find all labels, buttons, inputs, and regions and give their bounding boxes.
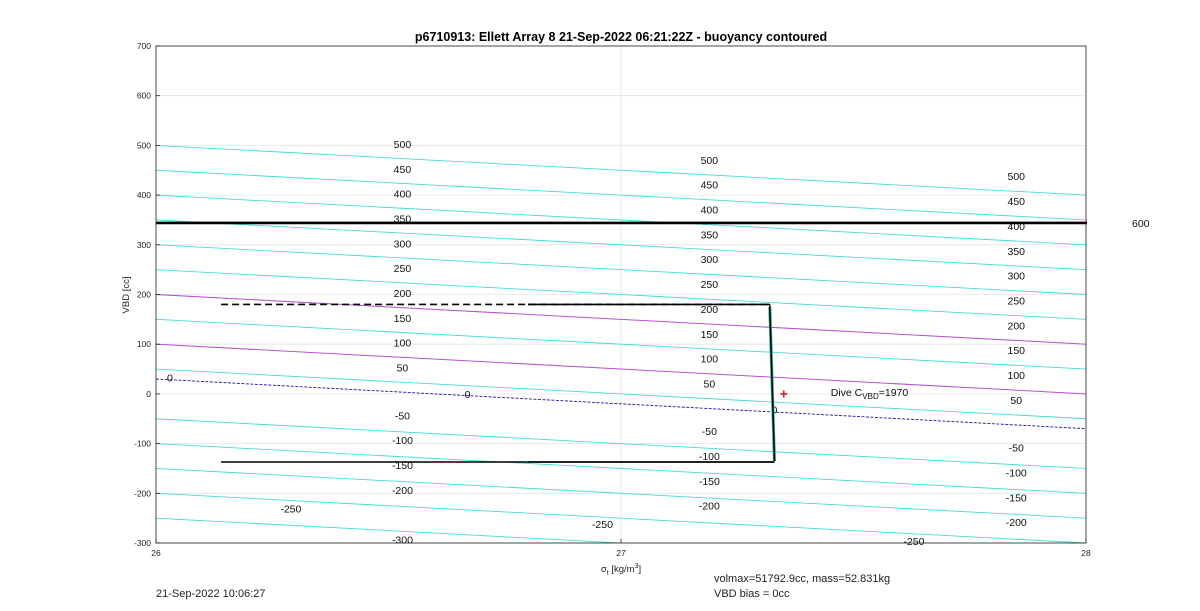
y-tick-label: 400 (137, 190, 151, 200)
contour-label: 300 (1007, 271, 1025, 283)
contour-label: 450 (1007, 196, 1025, 208)
contour-label: -200 (392, 485, 413, 497)
contour-line-cyan (156, 468, 1086, 519)
contour-label: 350 (701, 229, 719, 241)
contour-line-cyan (156, 219, 1086, 271)
x-axis-label-unit: [kg/m (609, 564, 635, 575)
contour-label: 150 (701, 329, 719, 341)
contour-line-cyan (156, 492, 1086, 543)
x-axis-label: σt [kg/m3] (601, 563, 641, 577)
contour-label: -100 (392, 435, 413, 447)
contour-label: 250 (1007, 295, 1025, 307)
contour-label: -50 (1009, 443, 1024, 455)
contour-label: 50 (1010, 395, 1022, 407)
contour-label: -150 (1006, 492, 1027, 504)
x-axis-label-unit-end: ] (638, 564, 641, 575)
x-axis-label-sigma: σ (601, 564, 607, 575)
x-tick-label: 28 (1081, 548, 1091, 558)
contour-label: -150 (699, 476, 720, 488)
contour-label: 200 (701, 304, 719, 316)
x-axis-label-sub: t (607, 570, 609, 577)
contour-label: 100 (1007, 370, 1025, 382)
contour-label: 100 (394, 338, 412, 350)
dive-marker-label: Dive CVBD=1970 (831, 387, 909, 401)
x-axis-label-unit-sup: 3 (635, 563, 639, 570)
x-tick-label: 27 (616, 548, 626, 558)
contour-labels: 5004504003503002502001501005000-50-100-1… (156, 139, 1087, 548)
contour-line-magenta (156, 343, 1086, 395)
contour-label: -250 (280, 504, 301, 516)
contour-label: 150 (1007, 345, 1025, 357)
y-tick-label: 300 (137, 240, 151, 250)
contour-label: 0 (465, 389, 471, 401)
y-tick-label: 700 (137, 41, 151, 51)
y-tick-label: 200 (137, 290, 151, 300)
dive-marker-label-sub: VBD (862, 392, 879, 401)
contour-label: 150 (394, 313, 412, 325)
contour-line-cyan (156, 368, 1086, 420)
contour-label: 200 (394, 288, 412, 300)
contour-label: 450 (394, 164, 412, 176)
contour-label: 300 (394, 238, 412, 250)
contour-line-cyan (156, 443, 1086, 494)
contour-label: 350 (1007, 246, 1025, 258)
volmax-label: 600 (1132, 218, 1150, 230)
contour-line-zero (156, 378, 1086, 430)
x-tick-label: 26 (151, 548, 161, 558)
contour-line-cyan (156, 269, 1086, 320)
contour-label: 50 (397, 363, 409, 375)
y-tick-label: 600 (137, 91, 151, 101)
contour-line-cyan (156, 194, 1086, 246)
contour-line-cyan (156, 244, 1086, 295)
contour-line-cyan (156, 517, 630, 543)
y-tick-label: -300 (134, 538, 151, 548)
contour-label: 400 (394, 189, 412, 201)
contour-label: 450 (701, 180, 719, 192)
footer-vbd-bias: VBD bias = 0cc (714, 588, 790, 600)
contour-line-cyan (156, 318, 1086, 370)
contour-line-cyan (156, 144, 1086, 196)
x-axis-ticks: 26 27 28 (151, 539, 1091, 558)
contour-label: 0 (772, 404, 778, 416)
y-tick-label: 500 (137, 140, 151, 150)
contour-label: -250 (592, 519, 613, 531)
contour-line-cyan (156, 418, 1086, 469)
contour-label: 250 (394, 263, 412, 275)
contour-label: -100 (1006, 467, 1027, 479)
contour-label: -200 (699, 501, 720, 513)
dive-track (221, 302, 776, 464)
contour-label: 500 (1007, 171, 1025, 183)
y-tick-label: 0 (146, 389, 151, 399)
contour-label: 500 (701, 155, 719, 167)
contour-label: 0 (167, 372, 173, 384)
chart-title: p6710913: Ellett Array 8 21-Sep-2022 06:… (415, 30, 827, 44)
contour-label: -50 (702, 426, 717, 438)
contour-label: 100 (701, 354, 719, 366)
contour-label: -50 (395, 410, 410, 422)
y-axis-ticks: -300 -200 -100 0 100 200 300 400 500 600 700 (134, 41, 160, 548)
y-tick-label: -100 (134, 439, 151, 449)
footer-timestamp: 21-Sep-2022 10:06:27 (156, 588, 266, 600)
contour-label: 50 (704, 378, 716, 390)
contour-label: 400 (701, 205, 719, 217)
y-axis-label: VBD [cc] (121, 277, 132, 314)
contour-line-cyan (156, 169, 1086, 221)
contour-label: -250 (903, 536, 924, 548)
y-tick-label: 100 (137, 339, 151, 349)
contour-label: 250 (701, 279, 719, 291)
contour-label: 500 (394, 139, 412, 151)
dive-marker-label-value: =1970 (879, 387, 909, 399)
contour-label: 300 (701, 254, 719, 266)
vertical-profile (769, 306, 776, 462)
contour-label: -200 (1006, 517, 1027, 529)
dive-marker-label-main: Dive C (831, 387, 863, 399)
contour-label: -300 (392, 535, 413, 547)
y-tick-label: -200 (134, 488, 151, 498)
footer-volmax: volmax=51792.9cc, mass=52.831kg (714, 573, 891, 585)
contour-label: 200 (1007, 320, 1025, 332)
